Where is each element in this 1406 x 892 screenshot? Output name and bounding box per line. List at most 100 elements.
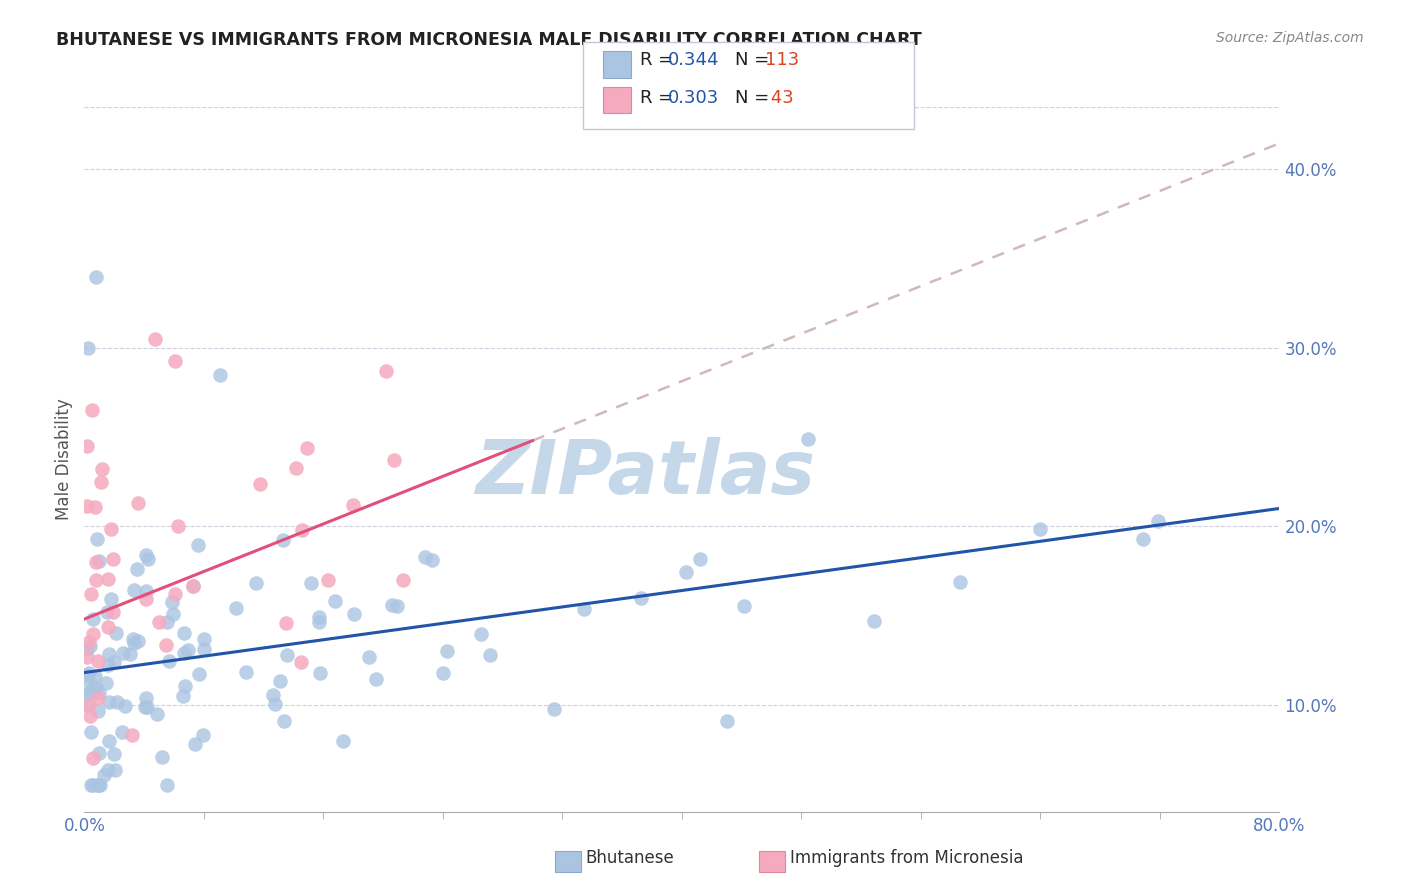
- Point: [163, 354, 186, 368]
- Point: [1029, 522, 1052, 536]
- Point: [391, 573, 413, 587]
- Point: [103, 552, 125, 566]
- Point: [181, 579, 204, 593]
- Point: [357, 649, 380, 664]
- Point: [76, 439, 98, 453]
- Point: [87, 685, 110, 699]
- Point: [316, 573, 339, 587]
- Point: [733, 599, 755, 614]
- Point: [309, 666, 332, 681]
- Point: [385, 599, 408, 614]
- Point: [284, 461, 307, 475]
- Point: [122, 583, 145, 598]
- Point: [181, 579, 204, 593]
- Point: [97, 620, 120, 634]
- Point: [86, 573, 108, 587]
- Point: [325, 594, 347, 608]
- Point: [100, 592, 122, 607]
- Point: [89, 778, 111, 792]
- Point: [127, 633, 149, 648]
- Point: [191, 728, 214, 742]
- Point: [543, 702, 565, 716]
- Point: [80, 778, 103, 792]
- Text: N =: N =: [735, 51, 775, 69]
- Text: 0.303: 0.303: [668, 89, 718, 107]
- Point: [675, 565, 697, 579]
- Point: [103, 655, 125, 669]
- Point: [77, 635, 100, 649]
- Point: [143, 332, 166, 346]
- Point: [96, 763, 118, 777]
- Point: [90, 475, 112, 489]
- Point: [375, 364, 398, 378]
- Point: [290, 655, 312, 669]
- Point: [420, 552, 443, 566]
- Point: [177, 643, 200, 657]
- Point: [134, 700, 156, 714]
- Point: [156, 778, 179, 792]
- Point: [112, 646, 135, 660]
- Point: [97, 657, 120, 672]
- Point: [135, 592, 157, 607]
- Point: [166, 518, 188, 533]
- Point: [98, 695, 121, 709]
- Point: [173, 646, 195, 660]
- Point: [863, 615, 886, 629]
- Point: [89, 554, 111, 568]
- Point: [184, 738, 207, 752]
- Text: R =: R =: [640, 51, 679, 69]
- Point: [208, 368, 231, 382]
- Point: [415, 549, 437, 564]
- Point: [157, 654, 180, 668]
- Point: [276, 648, 298, 662]
- Point: [264, 697, 287, 711]
- Point: [172, 689, 194, 703]
- Point: [76, 641, 98, 656]
- Point: [193, 642, 215, 657]
- Point: [79, 724, 101, 739]
- Point: [135, 549, 157, 563]
- Point: [332, 734, 354, 748]
- Point: [297, 442, 319, 456]
- Point: [97, 648, 120, 662]
- Point: [689, 552, 711, 566]
- Point: [125, 561, 148, 575]
- Point: [432, 666, 454, 681]
- Text: 0.344: 0.344: [668, 51, 720, 69]
- Point: [84, 555, 107, 569]
- Point: [82, 778, 104, 792]
- Point: [97, 572, 120, 586]
- Point: [97, 734, 120, 748]
- Point: [1132, 532, 1154, 546]
- Point: [82, 751, 104, 765]
- Point: [87, 704, 110, 718]
- Point: [76, 673, 98, 688]
- Text: 113: 113: [765, 51, 799, 69]
- Point: [274, 615, 297, 630]
- Text: 43: 43: [765, 89, 793, 107]
- Point: [308, 615, 330, 629]
- Point: [271, 533, 294, 547]
- Point: [79, 639, 101, 653]
- Point: [104, 625, 127, 640]
- Point: [135, 583, 157, 598]
- Point: [308, 610, 330, 624]
- Point: [90, 462, 112, 476]
- Point: [77, 341, 100, 355]
- Point: [76, 667, 98, 681]
- Point: [173, 679, 195, 693]
- Point: [84, 500, 107, 514]
- Point: [479, 648, 502, 662]
- Point: [103, 747, 125, 761]
- Text: N =: N =: [735, 89, 775, 107]
- Point: [148, 615, 170, 629]
- Point: [87, 778, 110, 792]
- Text: BHUTANESE VS IMMIGRANTS FROM MICRONESIA MALE DISABILITY CORRELATION CHART: BHUTANESE VS IMMIGRANTS FROM MICRONESIA …: [56, 31, 922, 49]
- Point: [79, 709, 101, 723]
- Point: [273, 714, 295, 728]
- Point: [120, 647, 142, 661]
- Point: [96, 605, 118, 619]
- Point: [797, 432, 820, 446]
- Point: [80, 403, 103, 417]
- Point: [291, 523, 314, 537]
